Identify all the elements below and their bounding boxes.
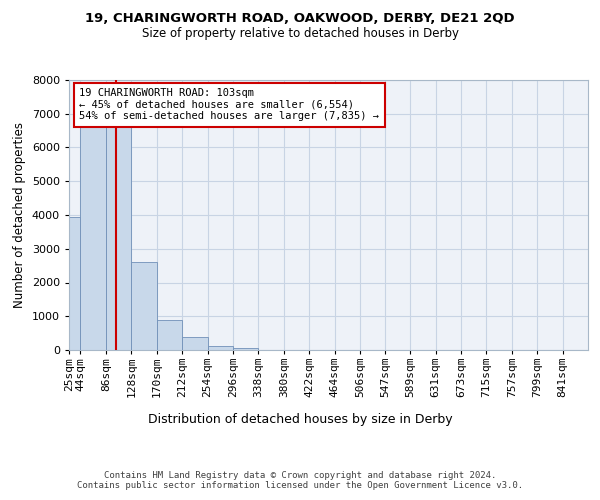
Text: 19 CHARINGWORTH ROAD: 103sqm
← 45% of detached houses are smaller (6,554)
54% of: 19 CHARINGWORTH ROAD: 103sqm ← 45% of de… [79, 88, 379, 122]
Bar [69, 216, 80, 350]
Bar [106, 127, 131, 350]
Bar [182, 337, 208, 350]
Text: Contains HM Land Registry data © Crown copyright and database right 2024.
Contai: Contains HM Land Registry data © Crown c… [77, 470, 523, 490]
Bar [233, 348, 259, 350]
Bar [80, 127, 106, 350]
Text: Size of property relative to detached houses in Derby: Size of property relative to detached ho… [142, 28, 458, 40]
Bar [208, 346, 233, 350]
Text: Distribution of detached houses by size in Derby: Distribution of detached houses by size … [148, 412, 452, 426]
Y-axis label: Number of detached properties: Number of detached properties [13, 122, 26, 308]
Text: 19, CHARINGWORTH ROAD, OAKWOOD, DERBY, DE21 2QD: 19, CHARINGWORTH ROAD, OAKWOOD, DERBY, D… [85, 12, 515, 26]
Bar [131, 262, 157, 350]
Bar [157, 320, 182, 350]
